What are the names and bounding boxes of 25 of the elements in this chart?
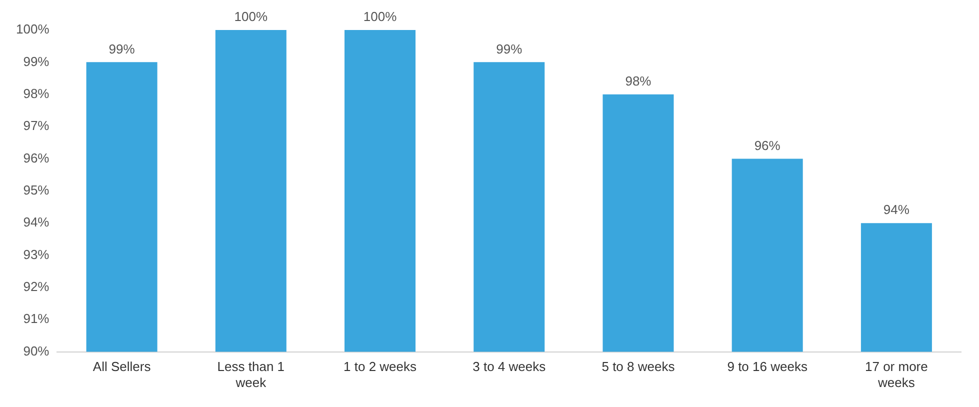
x-tick-label: 17 or more weeks — [865, 359, 928, 390]
y-tick-label: 96% — [23, 150, 50, 166]
y-tick-label: 95% — [23, 182, 50, 198]
data-label: 99% — [108, 41, 136, 56]
x-tick-label: 5 to 8 weeks — [602, 359, 676, 374]
data-label: 96% — [754, 138, 781, 153]
y-tick-label: 93% — [23, 246, 50, 262]
data-label: 94% — [883, 202, 910, 218]
y-tick-label: 94% — [23, 214, 50, 230]
y-tick-label: 100% — [16, 22, 50, 37]
y-tick-label: 98% — [23, 86, 50, 101]
data-label: 100% — [234, 9, 268, 24]
x-tick-label: All Sellers — [92, 359, 152, 374]
x-tick-label: 3 to 4 weeks — [472, 359, 546, 374]
x-tick-label: 9 to 16 weeks — [727, 359, 808, 374]
y-tick-label: 92% — [23, 279, 50, 294]
y-tick-label: 90% — [23, 343, 50, 358]
data-label: 100% — [363, 9, 398, 24]
y-tick-label: 99% — [23, 54, 50, 69]
x-tick-label: 1 to 2 weeks — [344, 359, 418, 374]
data-label: 99% — [496, 41, 523, 56]
y-tick-label: 97% — [23, 118, 50, 134]
x-tick-label: Less than 1 week — [217, 359, 285, 390]
y-tick-label: 91% — [23, 311, 50, 326]
data-label: 98% — [625, 73, 652, 88]
